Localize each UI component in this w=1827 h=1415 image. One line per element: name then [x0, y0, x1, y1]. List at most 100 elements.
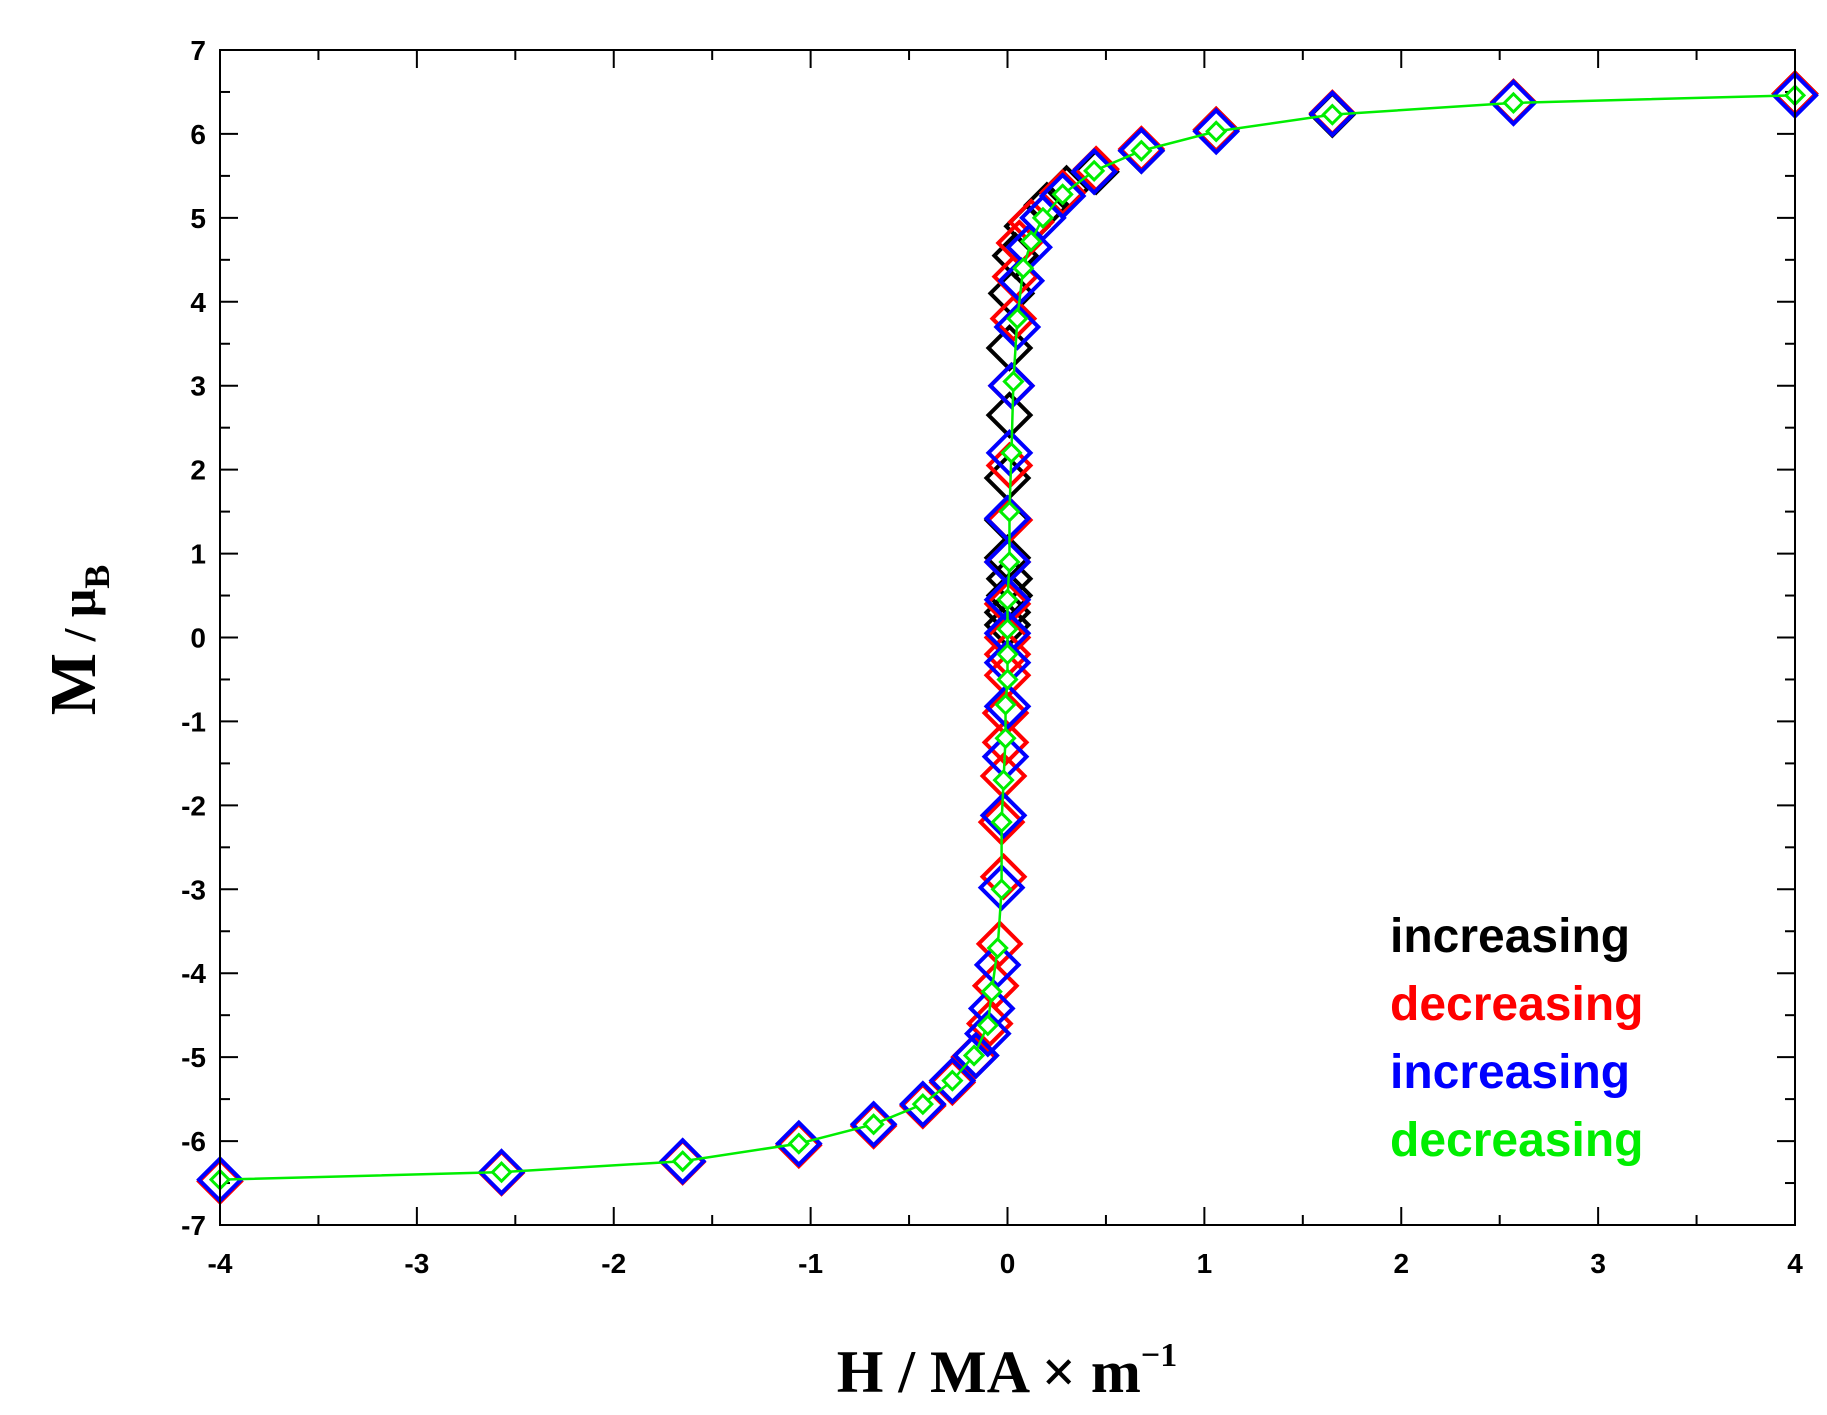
- data-point: [980, 980, 1003, 1003]
- data-point: [1205, 120, 1228, 143]
- y-tick-label: 4: [190, 287, 206, 318]
- data-point: [996, 643, 1019, 666]
- data-point: [1502, 91, 1525, 114]
- data-point: [911, 1093, 934, 1116]
- x-tick-label: -3: [404, 1248, 429, 1279]
- data-point: [998, 550, 1021, 574]
- data-point: [990, 878, 1013, 901]
- y-axis-title-main: M: [37, 653, 110, 715]
- y-tick-label: 2: [190, 455, 206, 486]
- data-point: [975, 920, 1024, 968]
- data-point: [962, 1044, 986, 1067]
- data-point: [996, 617, 1019, 641]
- data-point: [658, 1137, 707, 1186]
- data-point: [941, 1069, 964, 1092]
- legend-entry-2: increasing: [1390, 1046, 1630, 1099]
- tick-labels: -4 -3 -2 -1 0 1 2 3 4 -7 -6 -5 -4 -3 -2 -1 0 1 2 3 4 5 6 7: [181, 35, 1803, 1279]
- data-point: [977, 863, 1026, 912]
- data-point: [992, 769, 1015, 792]
- y-axis-title: M / μB: [37, 565, 117, 715]
- data-point: [976, 1014, 999, 1037]
- data-point: [997, 256, 1046, 305]
- y-tick-label: -7: [181, 1210, 206, 1241]
- data-point: [996, 668, 1019, 691]
- data-point: [989, 294, 1038, 343]
- y-tick-label: -5: [181, 1042, 206, 1073]
- series-3-decreasing: [208, 84, 1807, 1191]
- data-point: [983, 494, 1032, 543]
- data-point: [1002, 370, 1025, 393]
- data-point: [671, 1150, 694, 1173]
- y-tick-label: -1: [181, 706, 206, 737]
- data-point: [1083, 159, 1106, 182]
- y-axis-title-sub: B: [77, 565, 117, 589]
- data-point: [862, 1113, 885, 1136]
- data-point: [1031, 206, 1055, 229]
- data-point: [899, 1080, 947, 1128]
- data-point: [994, 693, 1017, 716]
- data-point: [979, 791, 1028, 840]
- y-tick-label: 1: [190, 539, 206, 570]
- data-point: [987, 361, 1036, 410]
- legend-entry-0: increasing: [1390, 910, 1630, 963]
- legend: increasing decreasing increasing decreasing: [1390, 910, 1643, 1167]
- x-axis-title-sup: −1: [1141, 1337, 1177, 1374]
- y-tick-label: -6: [181, 1126, 206, 1157]
- legend-entry-1: decreasing: [1390, 978, 1643, 1031]
- y-tick-label: 7: [190, 35, 206, 66]
- series-layer: [196, 69, 1819, 1206]
- data-point: [990, 811, 1013, 834]
- x-tick-label: -2: [601, 1248, 626, 1279]
- data-point: [1038, 172, 1087, 220]
- data-point: [477, 1148, 526, 1196]
- data-point: [1130, 139, 1153, 162]
- data-point: [996, 588, 1019, 611]
- data-point: [1012, 257, 1035, 280]
- y-tick-label: -4: [181, 958, 206, 989]
- x-tick-label: 3: [1590, 1248, 1606, 1279]
- axis-ticks: [219, 49, 1796, 1226]
- x-tick-label: 4: [1787, 1248, 1803, 1279]
- x-tick-label: -4: [208, 1248, 233, 1279]
- data-point: [952, 1031, 1000, 1080]
- series-2-increasing: [196, 71, 1819, 1204]
- data-point: [490, 1161, 513, 1184]
- data-point: [1051, 183, 1074, 206]
- data-point: [973, 940, 1022, 989]
- data-point: [1000, 441, 1023, 464]
- data-point: [1321, 103, 1344, 126]
- x-tick-label: 0: [1000, 1248, 1016, 1279]
- data-point: [1489, 79, 1538, 127]
- data-point: [787, 1132, 810, 1155]
- data-point: [986, 936, 1009, 960]
- data-point: [994, 727, 1017, 750]
- data-point: [998, 500, 1021, 523]
- legend-entry-3: decreasing: [1390, 1114, 1643, 1167]
- y-tick-label: 5: [190, 203, 206, 234]
- data-point: [1192, 107, 1241, 156]
- data-point: [985, 429, 1034, 477]
- data-point: [928, 1056, 977, 1105]
- y-tick-label: -2: [181, 790, 206, 821]
- data-point: [1038, 168, 1087, 217]
- data-point: [774, 1119, 823, 1168]
- data-point: [1006, 307, 1029, 330]
- data-point: [963, 1009, 1012, 1058]
- y-axis-title-mu: μ: [50, 589, 106, 617]
- data-point: [993, 303, 1042, 351]
- x-tick-label: 1: [1197, 1248, 1213, 1279]
- plot-frame: [219, 49, 1796, 1226]
- x-tick-label: -1: [798, 1248, 823, 1279]
- x-tick-label: 2: [1393, 1248, 1409, 1279]
- y-tick-label: 3: [190, 371, 206, 402]
- y-tick-label: -3: [181, 874, 206, 905]
- y-tick-label: 6: [190, 119, 206, 150]
- x-axis-title: H / MA × m−1: [837, 1337, 1178, 1405]
- data-point: [985, 391, 1034, 439]
- data-point: [1308, 89, 1357, 138]
- data-point: [983, 682, 1032, 731]
- x-axis-title-main: H / MA × m: [837, 1339, 1141, 1405]
- y-tick-label: 0: [190, 623, 206, 654]
